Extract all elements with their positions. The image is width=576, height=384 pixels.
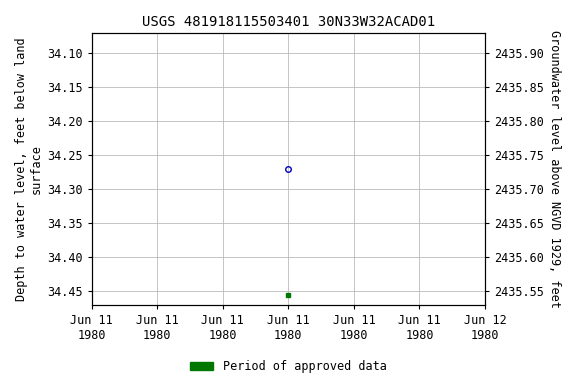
Title: USGS 481918115503401 30N33W32ACAD01: USGS 481918115503401 30N33W32ACAD01 [142,15,435,29]
Y-axis label: Groundwater level above NGVD 1929, feet: Groundwater level above NGVD 1929, feet [548,30,561,308]
Legend: Period of approved data: Period of approved data [185,356,391,378]
Y-axis label: Depth to water level, feet below land
surface: Depth to water level, feet below land su… [15,37,43,301]
